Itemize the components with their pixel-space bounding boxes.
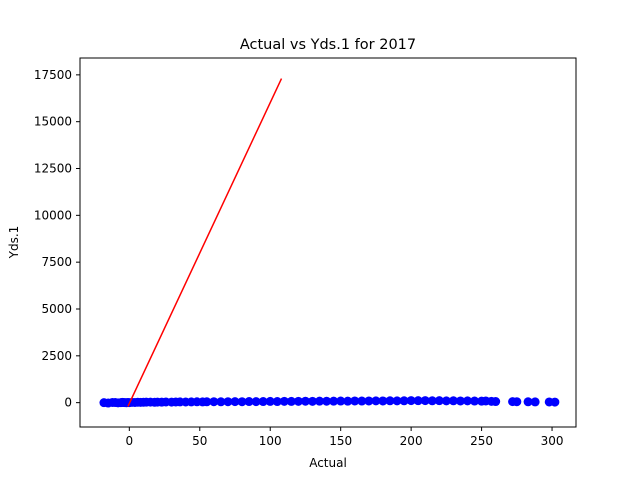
scatter-point bbox=[371, 396, 381, 406]
scatter-point bbox=[364, 396, 374, 406]
scatter-point bbox=[209, 397, 219, 407]
scatter-point bbox=[350, 396, 360, 406]
scatter-point bbox=[463, 396, 472, 406]
scatter-point bbox=[329, 396, 339, 406]
x-tick-label: 300 bbox=[541, 434, 564, 448]
trend-line bbox=[127, 78, 283, 407]
scatter-series bbox=[99, 396, 560, 408]
y-axis-label: Yds.1 bbox=[7, 226, 21, 260]
x-tick-label: 50 bbox=[192, 434, 207, 448]
scatter-point bbox=[399, 396, 409, 406]
scatter-point bbox=[293, 396, 303, 406]
y-tick-label: 17500 bbox=[34, 68, 72, 82]
y-tick-label: 7500 bbox=[41, 255, 72, 269]
scatter-point bbox=[385, 396, 395, 406]
scatter-point bbox=[272, 397, 282, 407]
scatter-point bbox=[530, 397, 540, 407]
scatter-point bbox=[441, 396, 451, 406]
scatter-point bbox=[357, 396, 367, 406]
scatter-point bbox=[392, 396, 402, 406]
scatter-point bbox=[216, 397, 226, 407]
chart-title: Actual vs Yds.1 for 2017 bbox=[240, 37, 416, 53]
y-tick-label: 2500 bbox=[41, 349, 72, 363]
scatter-point bbox=[523, 397, 533, 407]
y-tick-label: 15000 bbox=[34, 115, 72, 129]
scatter-point bbox=[420, 396, 430, 406]
scatter-point bbox=[286, 396, 296, 406]
scatter-point bbox=[265, 396, 275, 406]
scatter-point bbox=[413, 396, 423, 406]
scatter-point bbox=[427, 396, 437, 406]
scatter-point bbox=[202, 397, 212, 407]
scatter-point bbox=[237, 397, 247, 407]
scatter-point bbox=[455, 396, 465, 406]
x-axis-label: Actual bbox=[309, 456, 347, 470]
y-tick-label: 10000 bbox=[34, 208, 72, 222]
scatter-point bbox=[434, 396, 444, 406]
x-axis: 0 50 100 150 200 250 300 bbox=[125, 427, 563, 448]
scatter-point bbox=[258, 397, 268, 407]
scatter-point bbox=[279, 396, 289, 406]
scatter-point bbox=[470, 396, 480, 406]
scatter-point bbox=[378, 396, 388, 406]
y-tick-label: 12500 bbox=[34, 162, 72, 176]
scatter-point bbox=[300, 396, 310, 406]
y-tick-label: 5000 bbox=[41, 302, 72, 316]
x-tick-label: 150 bbox=[329, 434, 352, 448]
scatter-point bbox=[223, 397, 233, 407]
scatter-point bbox=[406, 396, 416, 406]
scatter-point bbox=[512, 397, 522, 407]
x-tick-label: 250 bbox=[470, 434, 493, 448]
scatter-point bbox=[343, 396, 353, 406]
scatter-point bbox=[251, 397, 261, 407]
scatter-point bbox=[308, 396, 317, 406]
scatter-point bbox=[230, 397, 240, 407]
plot-frame bbox=[79, 57, 577, 428]
scatter-point bbox=[336, 396, 346, 406]
scatter-point bbox=[244, 397, 254, 407]
x-tick-label: 0 bbox=[125, 434, 133, 448]
scatter-point bbox=[322, 396, 332, 406]
scatter-point bbox=[550, 397, 560, 407]
scatter-point bbox=[491, 397, 501, 407]
x-tick-label: 100 bbox=[259, 434, 282, 448]
plot-area bbox=[99, 78, 560, 408]
scatter-point bbox=[448, 396, 458, 406]
x-tick-label: 200 bbox=[400, 434, 423, 448]
y-axis: 0 2500 5000 7500 10000 12500 15000 17500 bbox=[34, 68, 80, 410]
y-tick-label: 0 bbox=[64, 396, 72, 410]
scatter-point bbox=[315, 396, 325, 406]
